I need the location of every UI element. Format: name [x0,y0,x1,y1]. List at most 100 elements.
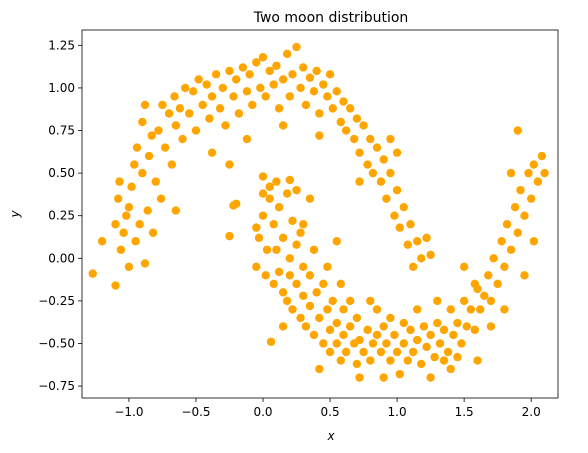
scatter-point [269,80,278,89]
x-tick-label: 0.0 [253,405,272,419]
scatter-point [462,322,472,331]
scatter-point [341,347,351,357]
scatter-point [167,160,177,169]
scatter-point [171,206,181,215]
scatter-point [232,75,241,84]
scatter-point [339,305,348,314]
scatter-point [205,114,214,123]
scatter-point [349,134,359,144]
scatter-point [285,254,295,263]
scatter-point [285,92,295,101]
scatter-point [323,305,332,314]
scatter-point [285,175,295,185]
scatter-point [395,369,404,379]
scatter-point [325,347,335,357]
scatter-point [526,194,536,203]
scatter-point [272,177,281,186]
scatter-point [140,100,150,110]
scatter-point [207,92,217,101]
scatter-point [215,104,225,113]
y-axis-ticks: −0.75 −0.50 −0.25 0.00 0.25 0.50 0.75 1.00 1.25 [38,38,82,393]
scatter-point [392,148,402,157]
scatter-point [533,177,543,186]
scatter-point [315,364,324,374]
scatter-point [520,271,529,280]
scatter-point [336,279,345,289]
scatter-point [392,185,402,195]
scatter-point [124,202,134,212]
y-tick-label: 0.75 [48,124,75,138]
scatter-point [500,305,509,314]
scatter-point [476,305,485,314]
scatter-point [500,262,509,272]
scatter-point [403,356,413,365]
scatter-point [148,228,158,237]
scatter-point [486,322,496,331]
scatter-point [426,330,435,340]
scatter-point [138,117,147,127]
scatter-point [278,75,288,84]
scatter-point [261,271,270,280]
scatter-point [114,194,123,203]
x-tick-label: −0.5 [181,405,210,419]
scatter-point [470,325,480,335]
scatter-point [366,296,375,306]
scatter-point [278,233,288,243]
scatter-point [144,151,154,161]
scatter-point [158,100,167,110]
scatter-point [299,220,308,229]
scatter-point [529,237,539,246]
scatter-point [292,42,301,52]
scatter-point [376,347,386,357]
scatter-point [131,237,140,246]
scatter-point [502,220,512,229]
scatter-point [119,228,128,237]
scatter-point [486,296,496,306]
scatter-point [417,359,426,369]
scatter-point [175,104,185,113]
y-tick-label: −0.25 [38,294,75,308]
scatter-point [252,58,261,67]
scatter-point [368,339,378,348]
scatter-point [510,202,520,212]
x-tick-label: 2.0 [522,405,541,419]
scatter-point [288,216,297,226]
scatter-point [124,262,134,272]
scatter-point [305,301,315,311]
scatter-point [466,305,476,314]
scatter-point [274,267,284,277]
scatter-point [386,313,395,323]
scatter-point [185,109,194,118]
scatter-point [439,325,449,335]
scatter-point [453,352,462,362]
scatter-point [524,168,533,178]
scatter-point [417,254,426,263]
scatter-point [345,104,355,113]
scatter-point [194,75,203,84]
scatter-point [305,73,315,82]
scatter-point [372,143,382,152]
scatter-point [325,70,335,79]
y-tick-label: 0.00 [48,251,75,265]
scatter-point [252,223,261,232]
y-tick-label: 0.25 [48,209,75,223]
scatter-point [413,305,422,314]
scatter-point [345,322,355,331]
scatter-point [282,49,292,59]
y-tick-label: 1.25 [48,38,75,52]
scatter-point [520,211,529,220]
scatter-point [366,134,375,144]
scatter-point [376,177,386,186]
scatter-point [395,223,404,232]
scatter-point [422,233,431,243]
scatter-point [457,339,466,348]
scatter-point [345,296,355,306]
scatter-point [406,325,415,335]
y-axis-label: y [8,210,22,219]
x-tick-label: 1.5 [455,405,474,419]
scatter-point [382,339,391,348]
scatter-point [261,92,270,101]
scatter-point [379,373,388,382]
scatter-point [132,143,142,152]
